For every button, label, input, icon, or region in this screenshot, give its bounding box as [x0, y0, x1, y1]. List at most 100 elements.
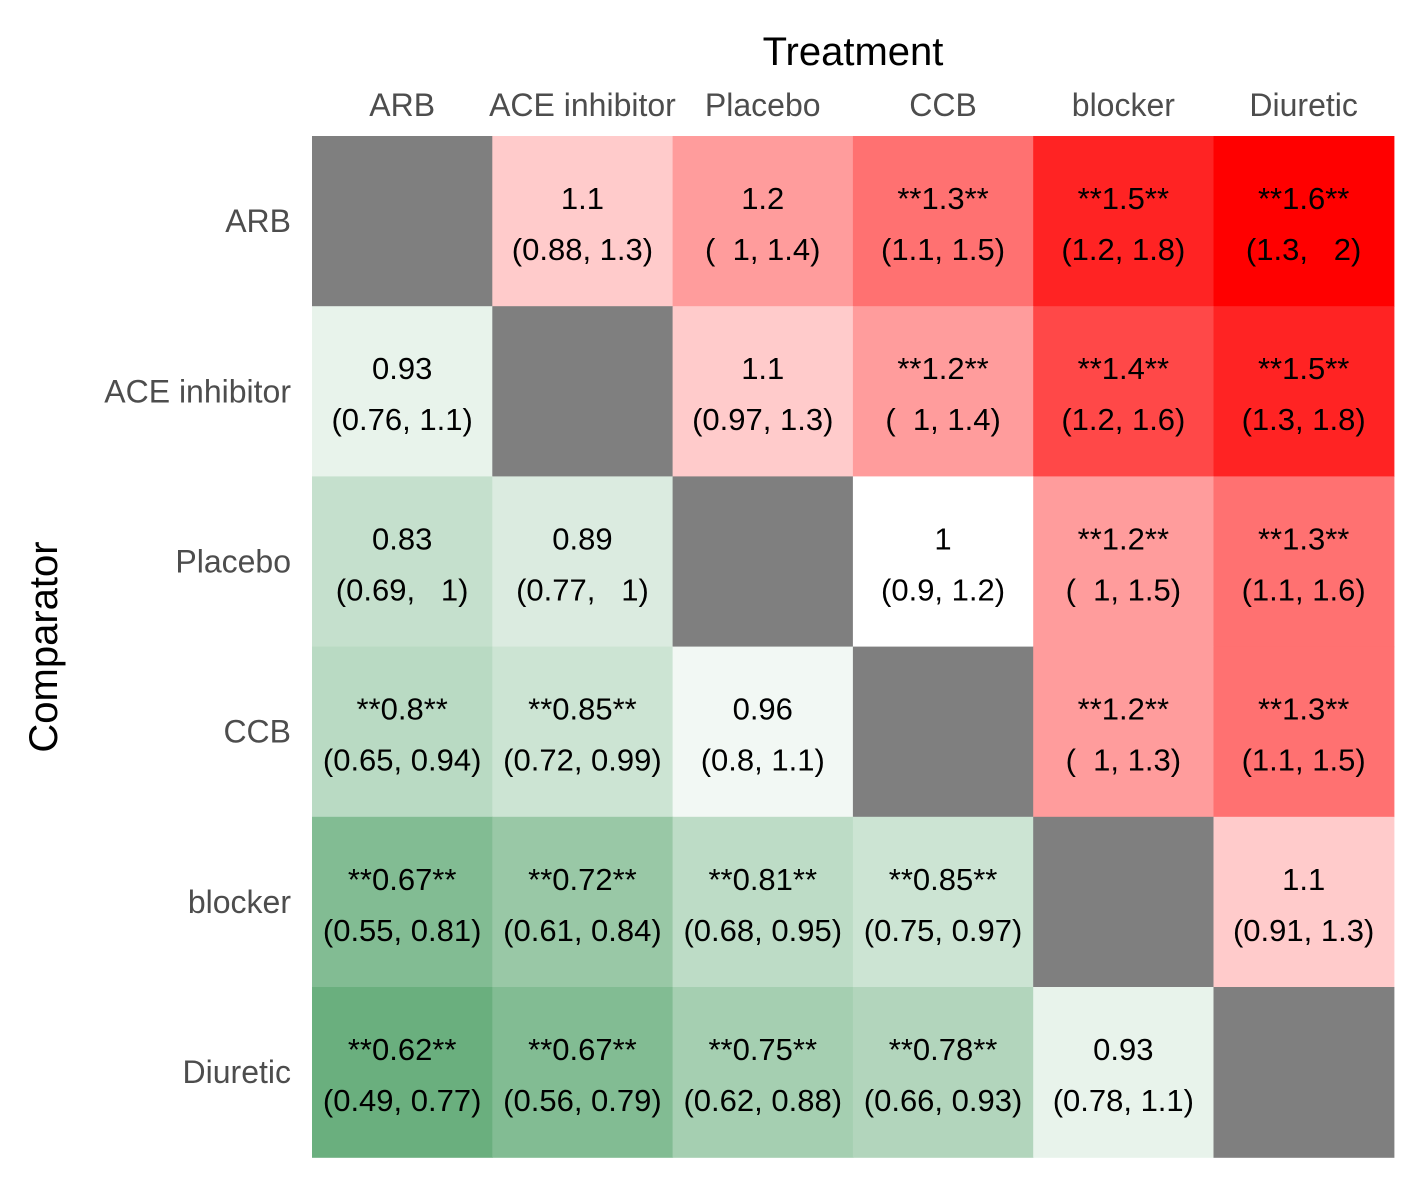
cell-ci-label: (0.61, 0.84): [503, 913, 662, 948]
heatmap-cell: [672, 646, 854, 818]
heatmap-cell: [492, 816, 674, 988]
cell-ci-label: (1.1, 1.5): [881, 232, 1005, 267]
heatmap-cell: [852, 816, 1034, 988]
cell-estimate-label: 1.1: [561, 181, 604, 216]
cell-estimate-label: **0.67**: [348, 862, 457, 897]
heatmap-cell: [852, 476, 1034, 648]
cell-estimate-label: **1.5**: [1078, 181, 1169, 216]
cell-estimate-label: **1.2**: [1078, 692, 1169, 727]
cell-ci-label: (0.88, 1.3): [512, 232, 653, 267]
y-tick-label-blocker: blocker: [188, 884, 292, 920]
heatmap-cell: [672, 816, 854, 988]
heatmap-cell: [492, 136, 674, 307]
cell-estimate-label: 0.83: [372, 521, 432, 556]
cell-estimate-label: **0.85**: [889, 862, 998, 897]
cell-ci-label: (0.62, 0.88): [683, 1083, 842, 1118]
heatmap-cell: [312, 476, 493, 648]
cell-ci-label: (1.3, 2): [1246, 232, 1361, 267]
cell-estimate-label: 1.1: [1282, 862, 1325, 897]
x-axis-title: Treatment: [763, 30, 944, 74]
y-axis-title: Comparator: [22, 541, 66, 752]
cell-ci-label: (0.97, 1.3): [692, 402, 833, 437]
cell-ci-label: (0.76, 1.1): [331, 402, 472, 437]
heatmap-cell: [492, 987, 674, 1158]
cell-ci-label: (0.69, 1): [336, 572, 469, 607]
heatmap-cell: [672, 987, 854, 1158]
cell-estimate-label: 1: [934, 521, 951, 556]
heatmap-cell: [312, 646, 493, 818]
heatmap-cell: [1213, 816, 1395, 988]
cell-ci-label: (0.9, 1.2): [881, 572, 1005, 607]
heatmap-cell: [1213, 476, 1395, 648]
cell-estimate-label: **1.2**: [897, 351, 988, 386]
x-tick-label-diuretic: Diuretic: [1249, 87, 1357, 123]
heatmap-cell: [492, 476, 674, 648]
cell-estimate-label: 0.89: [552, 521, 612, 556]
heatmap-cell: [1213, 646, 1395, 818]
y-tick-label-ace-inhibitor: ACE inhibitor: [104, 373, 291, 409]
cell-estimate-label: **1.5**: [1258, 351, 1349, 386]
cell-ci-label: (1.1, 1.5): [1242, 743, 1366, 778]
cell-ci-label: (0.49, 0.77): [323, 1083, 482, 1118]
heatmap-cell: [1213, 306, 1395, 477]
cell-estimate-label: **1.4**: [1078, 351, 1169, 386]
cell-estimate-label: 0.96: [733, 692, 793, 727]
cell-ci-label: (1.2, 1.6): [1061, 402, 1185, 437]
y-tick-label-placebo: Placebo: [175, 544, 291, 580]
cell-ci-label: (1.3, 1.8): [1242, 402, 1366, 437]
diagonal-cell: [492, 306, 674, 477]
cell-ci-label: (0.65, 0.94): [323, 743, 482, 778]
cell-estimate-label: **0.72**: [528, 862, 637, 897]
heatmap-cell: [672, 136, 854, 307]
cell-ci-label: ( 1, 1.4): [705, 232, 820, 267]
y-tick-label-diuretic: Diuretic: [183, 1054, 291, 1090]
cell-estimate-label: **0.75**: [708, 1032, 817, 1067]
cell-estimate-label: **1.3**: [1258, 692, 1349, 727]
cell-estimate-label: 0.93: [1093, 1032, 1153, 1067]
cell-estimate-label: **1.3**: [897, 181, 988, 216]
diagonal-cell: [1033, 816, 1215, 988]
cell-estimate-label: 0.93: [372, 351, 432, 386]
heatmap-cell: [312, 816, 493, 988]
heatmap-cell: [492, 646, 674, 818]
cell-ci-label: (0.77, 1): [516, 572, 649, 607]
heatmap-cell: [852, 136, 1034, 307]
cell-estimate-label: **0.67**: [528, 1032, 637, 1067]
heatmap-cell: [312, 306, 493, 477]
heatmap-cell: [672, 306, 854, 477]
heatmap-cell: [852, 306, 1034, 477]
y-tick-label-ccb: CCB: [223, 714, 291, 750]
cell-estimate-label: **0.81**: [708, 862, 817, 897]
heatmap-cells: 1.1 (0.88, 1.3) 1.2 ( 1, 1.4) **1.3** (1.1, 1…: [312, 136, 1395, 1158]
heatmap-cell: [1033, 476, 1215, 648]
cell-estimate-label: 1.1: [741, 351, 784, 386]
cell-ci-label: (0.72, 0.99): [503, 743, 662, 778]
y-tick-label-arb: ARB: [225, 203, 291, 239]
x-tick-label-placebo: Placebo: [705, 87, 821, 123]
heatmap-cell: [1213, 136, 1395, 307]
heatmap-cell: [852, 987, 1034, 1158]
cell-ci-label: (0.8, 1.1): [701, 743, 825, 778]
heatmap-cell: [1033, 646, 1215, 818]
x-tick-label-blocker: blocker: [1072, 87, 1176, 123]
x-tick-label-arb: ARB: [369, 87, 435, 123]
heatmap-cell: [312, 987, 493, 1158]
cell-ci-label: (1.1, 1.6): [1242, 572, 1366, 607]
cell-ci-label: ( 1, 1.5): [1066, 572, 1181, 607]
cell-ci-label: ( 1, 1.3): [1066, 743, 1181, 778]
heatmap-cell: [1033, 136, 1215, 307]
diagonal-cell: [1213, 987, 1395, 1158]
diagonal-cell: [312, 136, 493, 307]
heatmap-cell: [1033, 987, 1215, 1158]
cell-estimate-label: **0.8**: [356, 692, 447, 727]
diagonal-cell: [852, 646, 1034, 818]
row-tick-labels: ARB ACE inhibitor Placebo CCB blocker Diureti…: [104, 203, 291, 1090]
cell-ci-label: (0.56, 0.79): [503, 1083, 662, 1118]
cell-ci-label: (0.75, 0.97): [864, 913, 1023, 948]
cell-ci-label: (1.2, 1.8): [1061, 232, 1185, 267]
cell-ci-label: (0.55, 0.81): [323, 913, 482, 948]
cell-estimate-label: **0.78**: [889, 1032, 998, 1067]
heatmap-cell: [1033, 306, 1215, 477]
diagonal-cell: [672, 476, 854, 648]
